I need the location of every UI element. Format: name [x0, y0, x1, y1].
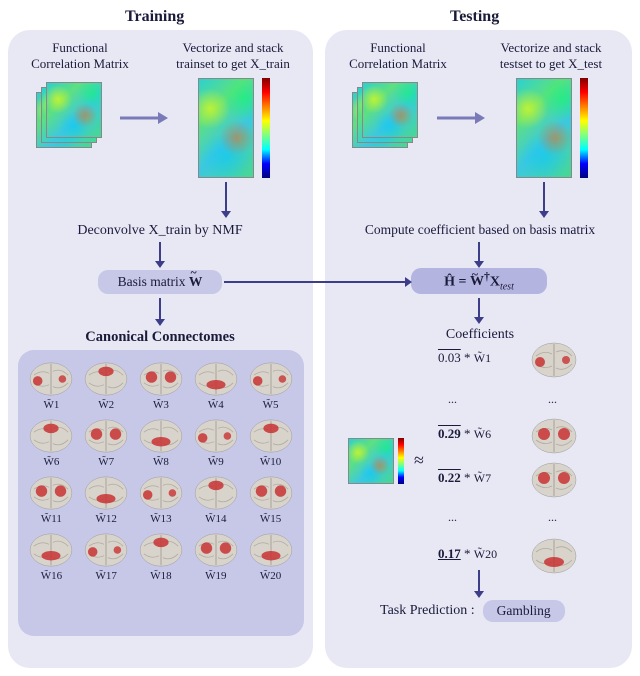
bubble-basis: Basis matrix W — [98, 270, 222, 294]
brain-cell-2: W̃2 — [81, 360, 132, 411]
brain-cell-19: W̃19 — [190, 531, 241, 582]
arrow-down-test1 — [543, 182, 545, 212]
approx-symbol: ≈ — [414, 450, 424, 471]
dots-2b: ... — [548, 510, 557, 525]
input-matrix-small — [348, 438, 394, 484]
colorbar-test — [580, 78, 588, 178]
hhat-text: Ĥ = W†Xtest — [444, 270, 514, 292]
brain-cell-9: W̃9 — [190, 417, 241, 468]
coeff-2: 0.29 * W̃6 — [438, 426, 491, 442]
brain-w6 — [530, 416, 578, 456]
arrow-train-stack — [118, 110, 168, 126]
label-coeffs: Coefficients — [410, 326, 550, 344]
task-prediction-line: Task Prediction : Gambling — [380, 600, 565, 622]
label-deconv: Deconvolve X_train by NMF — [40, 222, 280, 240]
task-value-bubble: Gambling — [483, 600, 565, 622]
arrow-test-stack — [435, 110, 485, 126]
brain-cell-6: W̃6 — [26, 417, 77, 468]
brain-cell-20: W̃20 — [245, 531, 296, 582]
dots-2: ... — [448, 510, 457, 525]
xtest-matrix — [516, 78, 572, 178]
label-vec-train: Vectorize and stacktrainset to get X_tra… — [158, 40, 308, 73]
arrow-down-train3 — [159, 298, 161, 320]
brain-cell-17: W̃17 — [81, 531, 132, 582]
brain-cell-8: W̃8 — [136, 417, 187, 468]
brain-cell-13: W̃13 — [136, 474, 187, 525]
bubble-hhat: Ĥ = W†Xtest — [411, 268, 547, 294]
arrow-down-train1 — [225, 182, 227, 212]
arrow-basis-to-hhat — [224, 281, 406, 283]
brain-cell-16: W̃16 — [26, 531, 77, 582]
heading-training: Training — [125, 8, 184, 26]
arrow-down-test2 — [478, 242, 480, 262]
brain-cell-14: W̃14 — [190, 474, 241, 525]
brain-w1 — [530, 340, 578, 380]
brain-cell-15: W̃15 — [245, 474, 296, 525]
colorbar-train — [262, 78, 270, 178]
label-canonical: Canonical Connectomes — [60, 328, 260, 346]
label-fcm-test: FunctionalCorrelation Matrix — [338, 40, 458, 73]
colorbar-small — [398, 438, 404, 484]
brain-w7 — [530, 460, 578, 500]
heading-testing: Testing — [450, 8, 499, 26]
arrow-down-train2 — [159, 242, 161, 262]
brain-cell-5: W̃5 — [245, 360, 296, 411]
arrow-down-task — [478, 570, 480, 592]
arrow-down-test3 — [478, 298, 480, 318]
brain-w20 — [530, 536, 578, 576]
brain-cell-3: W̃3 — [136, 360, 187, 411]
brain-cell-11: W̃11 — [26, 474, 77, 525]
coeff-4: 0.17 * W̃20 — [438, 546, 497, 562]
dots-1b: ... — [548, 392, 557, 407]
xtrain-matrix — [198, 78, 254, 178]
basis-text: Basis matrix W — [118, 274, 203, 290]
label-fcm-train: FunctionalCorrelation Matrix — [20, 40, 140, 73]
coeff-3: 0.22 * W̃7 — [438, 470, 491, 486]
brain-cell-1: W̃1 — [26, 360, 77, 411]
task-pred-label: Task Prediction : — [380, 603, 475, 619]
brain-cell-10: W̃10 — [245, 417, 296, 468]
label-compute: Compute coefficient based on basis matri… — [340, 222, 620, 239]
label-vec-test: Vectorize and stacktestset to get X_test — [476, 40, 626, 73]
brain-grid: W̃1W̃2W̃3W̃4W̃5W̃6W̃7W̃8W̃9W̃10W̃11W̃12W… — [26, 360, 296, 582]
brain-cell-18: W̃18 — [136, 531, 187, 582]
coeff-1: 0.03 * W̃1 — [438, 350, 491, 366]
brain-cell-12: W̃12 — [81, 474, 132, 525]
brain-cell-7: W̃7 — [81, 417, 132, 468]
brain-cell-4: W̃4 — [190, 360, 241, 411]
dots-1: ... — [448, 392, 457, 407]
